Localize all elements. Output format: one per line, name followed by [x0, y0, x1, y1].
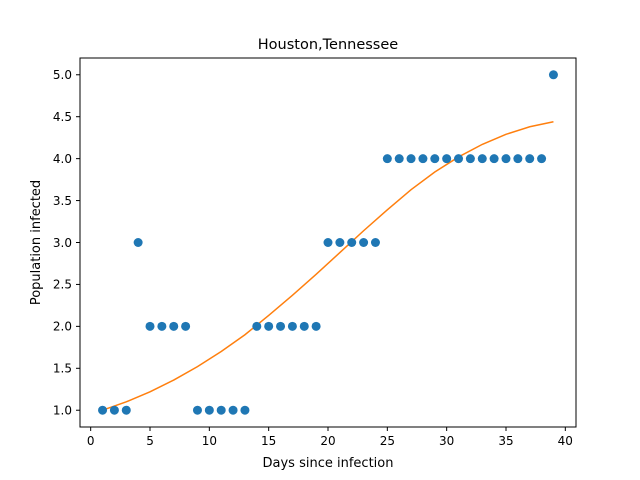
data-point: [513, 154, 523, 164]
x-tick-label: 15: [261, 434, 276, 448]
data-point: [477, 154, 487, 164]
data-point: [406, 154, 416, 164]
x-tick-label: 25: [380, 434, 395, 448]
data-point: [204, 405, 214, 415]
y-tick-label: 5.0: [53, 68, 72, 82]
data-point: [299, 321, 309, 331]
data-point: [311, 321, 321, 331]
data-point: [276, 321, 286, 331]
plot-area: [98, 70, 558, 415]
data-point: [192, 405, 202, 415]
data-point: [335, 238, 345, 247]
data-point: [169, 321, 179, 331]
data-point: [418, 154, 428, 164]
data-point: [98, 405, 108, 415]
x-tick-label: 20: [320, 434, 335, 448]
data-point: [465, 154, 475, 164]
y-tick-label: 3.5: [53, 194, 72, 208]
data-point: [370, 238, 380, 247]
data-point: [287, 321, 297, 331]
x-tick-label: 40: [558, 434, 573, 448]
data-point: [109, 405, 119, 415]
y-tick-label: 2.0: [53, 320, 72, 334]
x-tick-label: 10: [202, 434, 217, 448]
data-point: [228, 405, 238, 415]
data-point: [394, 154, 404, 164]
data-point: [133, 238, 143, 247]
x-axis-label: Days since infection: [263, 456, 394, 471]
data-point: [323, 238, 333, 247]
data-point: [525, 154, 535, 164]
data-point: [489, 154, 499, 164]
data-point: [121, 405, 131, 415]
data-point: [548, 70, 558, 80]
data-point: [264, 321, 274, 331]
data-point: [537, 154, 547, 164]
data-point: [430, 154, 440, 164]
x-tick-label: 35: [498, 434, 513, 448]
data-point: [157, 321, 167, 331]
data-point: [454, 154, 464, 164]
data-point: [181, 321, 191, 331]
data-point: [501, 154, 511, 164]
data-point: [442, 154, 452, 164]
x-axis: 0 5 10 15 20 25 30 35 40: [87, 427, 573, 448]
x-tick-label: 30: [439, 434, 454, 448]
x-tick-label: 0: [87, 434, 95, 448]
data-point: [252, 321, 262, 331]
y-tick-label: 2.5: [53, 278, 72, 292]
data-point: [347, 238, 357, 247]
data-point: [216, 405, 226, 415]
data-point: [382, 154, 392, 164]
y-axis: 1.0 1.5 2.0 2.5 3.0 3.5 4.0 4.5 5.0: [53, 68, 80, 418]
data-point: [145, 321, 155, 331]
fit-line: [102, 121, 554, 411]
y-tick-label: 4.0: [53, 152, 72, 166]
data-point: [359, 238, 369, 247]
y-tick-label: 3.0: [53, 236, 72, 250]
y-tick-label: 4.5: [53, 110, 72, 124]
y-tick-label: 1.0: [53, 404, 72, 418]
data-point: [240, 405, 250, 415]
chart-title: Houston,Tennessee: [258, 37, 399, 53]
y-tick-label: 1.5: [53, 362, 72, 376]
x-tick-label: 5: [146, 434, 154, 448]
y-axis-label: Population infected: [29, 180, 44, 305]
